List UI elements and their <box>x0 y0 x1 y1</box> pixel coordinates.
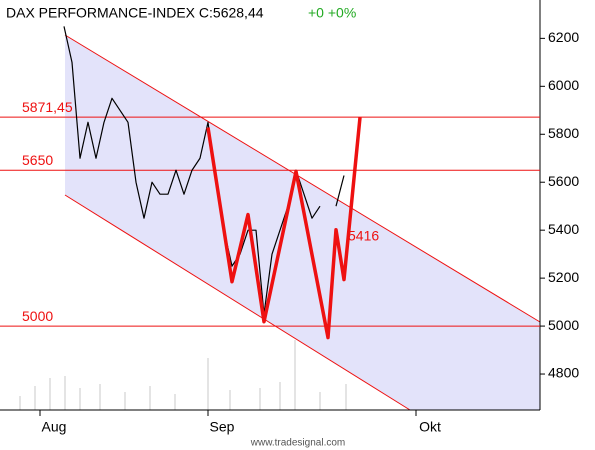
series-line <box>63 26 345 315</box>
y-tick-label: 5200 <box>548 269 579 285</box>
y-tick-label: 6200 <box>548 29 579 45</box>
y-tick-label: 4800 <box>548 365 579 381</box>
level-label: 5000 <box>22 308 53 324</box>
series-line <box>206 117 362 340</box>
y-tick-label: 5000 <box>548 317 579 333</box>
x-tick-label: Aug <box>42 419 67 435</box>
volume-bars <box>19 340 347 410</box>
y-tick-label: 5400 <box>548 221 579 237</box>
change: +0 +0% <box>308 5 356 21</box>
level-label: 5871,45 <box>22 99 73 115</box>
chart-title: DAX PERFORMANCE-INDEX C:5628,44 <box>6 5 264 21</box>
y-tick-label: 5600 <box>548 173 579 189</box>
trend-channel <box>65 35 540 410</box>
annotation: 5416 <box>348 228 379 244</box>
level-label: 5650 <box>22 152 53 168</box>
y-tick-label: 5800 <box>548 125 579 141</box>
y-tick-label: 6000 <box>548 77 579 93</box>
watermark: www.tradesignal.com <box>250 438 345 449</box>
x-tick-label: Sep <box>210 419 235 435</box>
x-tick-label: Okt <box>419 419 441 435</box>
channel-upper <box>64 34 541 323</box>
channel-lower <box>64 194 411 411</box>
